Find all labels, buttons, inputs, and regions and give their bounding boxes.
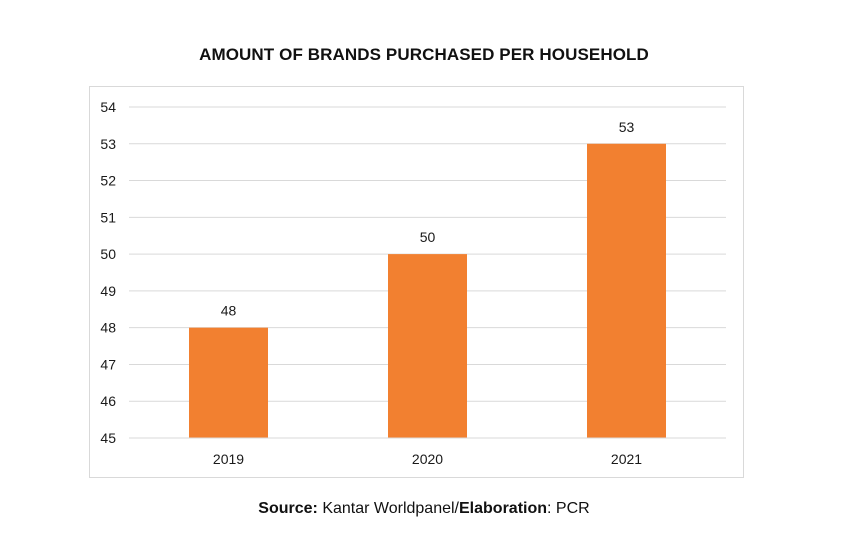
source-text: Kantar Worldpanel/ bbox=[317, 500, 459, 517]
bar bbox=[587, 143, 666, 438]
y-tick-label: 52 bbox=[100, 173, 116, 189]
y-tick-label: 45 bbox=[100, 430, 116, 446]
y-tick-label: 49 bbox=[100, 283, 116, 299]
y-tick-label: 50 bbox=[100, 246, 116, 262]
y-tick-label: 48 bbox=[100, 320, 116, 336]
x-tick-label: 2021 bbox=[611, 451, 642, 467]
y-tick-label: 47 bbox=[100, 356, 116, 372]
chart-frame bbox=[89, 86, 744, 478]
x-tick-label: 2019 bbox=[213, 451, 244, 467]
elaboration-label: Elaboration bbox=[459, 500, 548, 517]
bar bbox=[388, 254, 467, 438]
data-label: 53 bbox=[619, 119, 635, 135]
x-tick-label: 2020 bbox=[412, 451, 443, 467]
data-label: 50 bbox=[420, 229, 436, 245]
y-tick-label: 53 bbox=[100, 136, 116, 152]
y-tick-label: 51 bbox=[100, 209, 116, 225]
data-label: 48 bbox=[221, 303, 237, 319]
source-label: Source: bbox=[258, 500, 318, 517]
y-tick-label: 46 bbox=[100, 393, 116, 409]
y-tick-label: 54 bbox=[100, 99, 116, 115]
elaboration-text: : PCR bbox=[547, 500, 590, 517]
bar bbox=[189, 327, 268, 438]
chart-title: AMOUNT OF BRANDS PURCHASED PER HOUSEHOLD bbox=[199, 45, 649, 64]
source-note: Source: Kantar Worldpanel/Elaboration: P… bbox=[0, 500, 848, 518]
